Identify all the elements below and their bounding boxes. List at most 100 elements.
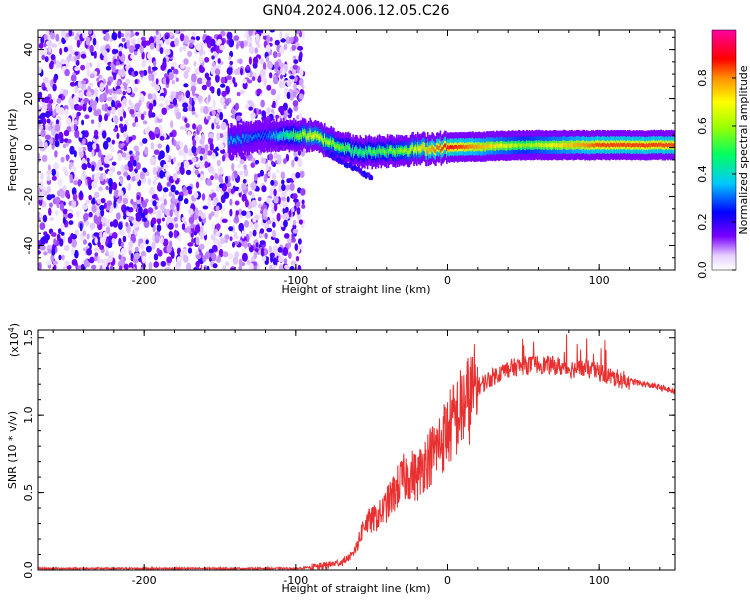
spectrogram-signal-mark — [645, 143, 647, 148]
spectrogram-noise-mark — [48, 44, 52, 53]
spectrogram-noise-mark — [219, 97, 225, 104]
spectrogram-noise-mark — [215, 205, 220, 212]
spectrogram-noise-mark — [178, 141, 184, 148]
spectrogram-signal-mark — [559, 143, 562, 148]
spectrogram-signal-mark — [643, 143, 646, 148]
spectrogram-noise-mark — [211, 55, 215, 60]
spectrogram-noise-mark — [118, 50, 123, 57]
spectrogram-noise-mark — [45, 110, 51, 119]
spectrogram-noise-mark — [272, 230, 277, 238]
spectrogram-signal-mark — [523, 143, 525, 148]
spectrogram-noise-mark — [207, 94, 211, 103]
spectrogram-noise-mark — [67, 213, 74, 219]
spectrogram-noise-mark — [142, 138, 148, 144]
spectrogram-noise-mark — [243, 168, 249, 177]
spectrogram-signal-mark — [249, 134, 251, 139]
spectrogram-noise-mark — [269, 37, 273, 42]
spectrogram-signal-mark — [368, 147, 371, 152]
spectrogram-noise-mark — [105, 84, 109, 92]
spectrogram-noise-mark — [298, 54, 303, 63]
spectrogram-signal-mark — [395, 151, 397, 156]
spectrogram-noise-mark — [77, 80, 82, 88]
spectrogram-signal-mark — [355, 147, 358, 152]
spectrogram-noise-mark — [182, 45, 187, 51]
spectrogram-noise-mark — [99, 166, 104, 171]
spectrogram-noise-mark — [229, 60, 233, 66]
spectrogram-signal-mark — [490, 143, 493, 148]
spectrogram-signal-mark — [661, 143, 664, 148]
spectrogram-noise-mark — [226, 67, 233, 75]
spectrogram-noise-mark — [285, 36, 291, 45]
spectrogram-signal-mark — [544, 143, 546, 148]
spectrogram-noise-mark — [248, 46, 255, 55]
spectrogram-noise-mark — [91, 181, 98, 188]
spectrogram-noise-mark — [113, 128, 119, 132]
spectrogram-noise-mark — [53, 162, 59, 171]
spectrogram-noise-mark — [55, 119, 60, 125]
spectrogram-noise-mark — [201, 193, 206, 201]
spectrogram-noise-mark — [233, 231, 238, 239]
spectrogram-signal-mark — [624, 142, 626, 147]
spectrogram-noise-mark — [131, 201, 138, 206]
spectrogram-signal-mark — [359, 147, 362, 152]
spectrogram-noise-mark — [74, 35, 79, 41]
spectrogram-noise-mark — [73, 150, 77, 158]
spectrogram-noise-mark — [71, 199, 77, 208]
spectrogram-signal-mark — [259, 133, 261, 138]
spectrogram-noise-mark — [168, 104, 174, 109]
spectrogram-noise-mark — [126, 174, 131, 181]
spectrogram-signal-mark — [285, 132, 288, 137]
spectrogram-noise-mark — [117, 30, 122, 39]
spectrogram-noise-mark — [141, 255, 147, 264]
spectrogram-noise-mark — [299, 68, 304, 77]
spectrogram-noise-mark — [176, 144, 180, 151]
spectrogram-noise-mark — [234, 251, 240, 259]
spectrogram-noise-mark — [199, 66, 205, 73]
spectrogram-noise-mark — [139, 242, 144, 250]
spectrogram-noise-mark — [283, 158, 287, 165]
spectrogram-noise-mark — [185, 169, 192, 175]
spectrogram-signal-mark — [616, 142, 618, 147]
spectrogram-noise-mark — [248, 190, 253, 196]
spectrogram-noise-mark — [67, 139, 72, 144]
spectrogram-noise-mark — [277, 247, 283, 253]
spectrogram-noise-mark — [125, 222, 129, 227]
spectrogram-noise-mark — [172, 97, 178, 106]
spectrogram-noise-mark — [91, 119, 95, 124]
spectrogram-noise-mark — [187, 130, 191, 137]
spectrogram-noise-mark — [123, 145, 128, 152]
spectrogram-signal-mark — [631, 143, 634, 148]
spectrogram-noise-mark — [145, 198, 149, 203]
spectrogram-noise-mark — [217, 108, 222, 113]
spectrogram-noise-mark — [273, 188, 277, 197]
spectrogram-noise-mark — [128, 136, 133, 142]
spectrogram-signal-mark — [450, 145, 453, 149]
spectrogram-signal-mark — [556, 143, 558, 147]
spectrogram-noise-mark — [71, 124, 75, 133]
spectrogram-noise-mark — [221, 218, 228, 223]
spectrogram-noise-mark — [50, 30, 56, 40]
spectrogram-noise-mark — [151, 217, 157, 225]
spectrogram-noise-mark — [219, 111, 224, 121]
spectrogram-signal-mark — [673, 143, 675, 148]
spectrogram-noise-mark — [155, 37, 161, 46]
spectrogram-noise-mark — [133, 51, 138, 56]
spectrogram-noise-mark — [67, 45, 73, 52]
spectrogram-noise-mark — [191, 110, 196, 116]
spectrogram-noise-mark — [170, 95, 175, 100]
spectrogram-noise-mark — [301, 204, 306, 209]
spectrogram-noise-mark — [211, 253, 217, 262]
spectrogram-signal-mark — [297, 133, 300, 138]
spectrogram-noise-mark — [237, 163, 242, 168]
spectrogram-noise-mark — [105, 226, 111, 234]
spectrogram-signal-mark — [506, 144, 508, 149]
spectrogram-noise-mark — [125, 64, 130, 71]
spectrogram-noise-mark — [172, 73, 178, 79]
spectrogram-noise-mark — [175, 261, 182, 267]
spectrogram-signal-mark — [411, 145, 413, 149]
spectrogram-signal-mark — [582, 142, 585, 147]
spectrogram-noise-mark — [232, 256, 239, 265]
spectrogram-noise-mark — [156, 217, 162, 225]
spectrogram-signal-mark — [328, 141, 331, 146]
